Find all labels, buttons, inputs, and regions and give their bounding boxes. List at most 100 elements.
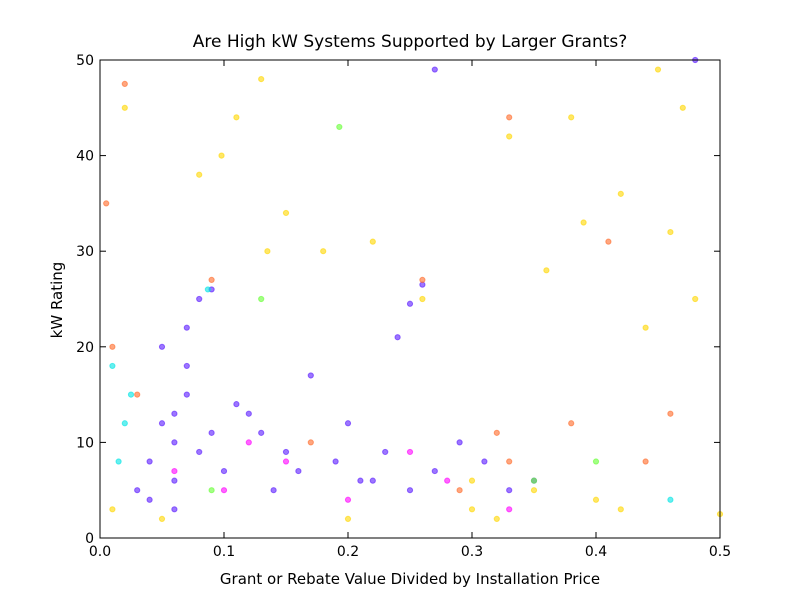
point xyxy=(419,295,426,303)
x-tick-label: 0.3 xyxy=(461,544,483,560)
point xyxy=(357,477,364,484)
point xyxy=(667,228,674,236)
point xyxy=(121,420,128,427)
y-tick-label: 40 xyxy=(76,149,94,165)
x-tick-label: 0.2 xyxy=(337,544,359,560)
point xyxy=(282,448,290,456)
point xyxy=(245,439,252,446)
point xyxy=(171,439,178,446)
point xyxy=(183,391,190,398)
point xyxy=(406,448,414,456)
point xyxy=(369,238,376,245)
point xyxy=(196,295,203,303)
point xyxy=(282,209,290,217)
point xyxy=(208,487,215,494)
point xyxy=(468,477,476,484)
point xyxy=(109,362,116,370)
point xyxy=(258,295,265,303)
y-tick-label: 20 xyxy=(76,340,94,356)
point xyxy=(667,496,674,503)
point xyxy=(394,334,401,341)
point xyxy=(134,391,141,398)
point xyxy=(679,104,686,111)
point xyxy=(506,114,513,121)
point xyxy=(406,487,414,494)
plot-frame xyxy=(99,59,721,539)
point xyxy=(208,429,215,436)
point xyxy=(171,506,178,513)
point xyxy=(196,448,203,456)
y-tick-label: 50 xyxy=(76,53,94,69)
point xyxy=(468,506,476,513)
point xyxy=(506,458,513,465)
point xyxy=(115,458,122,465)
point xyxy=(295,467,302,475)
point xyxy=(233,114,240,121)
point xyxy=(171,467,178,475)
point xyxy=(344,515,352,522)
point xyxy=(158,515,166,522)
y-tick-label: 0 xyxy=(85,531,94,547)
point xyxy=(692,295,699,303)
point xyxy=(233,401,240,408)
points xyxy=(103,56,724,522)
point xyxy=(183,362,190,370)
point xyxy=(332,458,339,465)
point xyxy=(406,300,414,307)
point xyxy=(493,429,500,436)
point xyxy=(218,152,225,159)
point xyxy=(444,477,451,484)
point xyxy=(369,477,376,484)
y-tick-label: 30 xyxy=(76,244,94,260)
point xyxy=(456,439,463,446)
x-tick-label: 0.0 xyxy=(89,544,111,560)
point xyxy=(592,496,600,503)
point xyxy=(146,458,153,465)
point xyxy=(592,458,600,465)
point xyxy=(382,448,389,456)
point xyxy=(134,487,141,494)
point xyxy=(580,219,587,226)
point xyxy=(127,391,135,398)
chart-title: Are High kW Systems Supported by Larger … xyxy=(193,32,628,52)
point xyxy=(667,410,674,417)
point xyxy=(307,439,314,446)
y-axis-label: kW Rating xyxy=(48,262,66,339)
point xyxy=(183,324,190,331)
point xyxy=(196,171,203,178)
point xyxy=(568,420,575,427)
point xyxy=(245,410,252,417)
point xyxy=(307,372,314,379)
point xyxy=(336,123,343,131)
x-axis-label: Grant or Rebate Value Divided by Install… xyxy=(220,570,600,588)
y-tick-label: 10 xyxy=(76,435,94,451)
point xyxy=(431,467,438,475)
point xyxy=(493,515,500,522)
point xyxy=(208,276,215,283)
point xyxy=(204,286,211,293)
point xyxy=(543,267,550,274)
point xyxy=(109,343,116,350)
point xyxy=(617,506,624,513)
point xyxy=(121,104,128,111)
point xyxy=(282,458,290,465)
point xyxy=(654,66,662,73)
point xyxy=(220,487,228,494)
point xyxy=(506,506,513,513)
point xyxy=(158,420,166,427)
point xyxy=(320,248,327,255)
point xyxy=(481,458,488,465)
point xyxy=(258,429,265,436)
point xyxy=(146,496,153,503)
point xyxy=(530,477,538,484)
point xyxy=(617,190,624,197)
point xyxy=(506,487,513,494)
point xyxy=(456,487,463,494)
point xyxy=(605,238,612,245)
point xyxy=(171,410,178,417)
point xyxy=(121,80,128,88)
point xyxy=(530,487,538,494)
point xyxy=(264,248,271,255)
point xyxy=(109,506,116,513)
